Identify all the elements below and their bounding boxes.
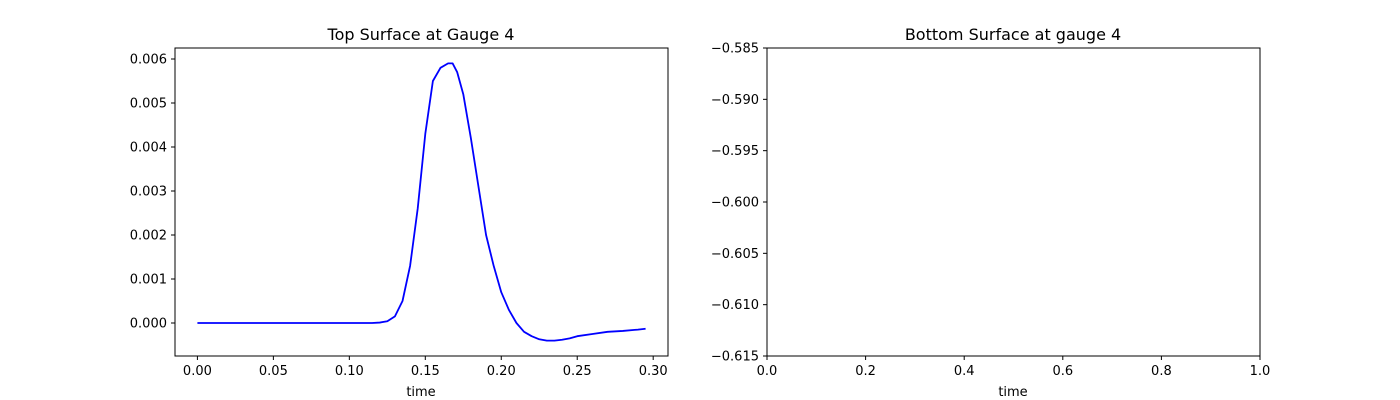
y-tick-label: 0.000	[130, 317, 167, 332]
x-tick-label: 0.05	[259, 364, 288, 379]
y-tick-label: −0.605	[711, 247, 759, 262]
x-tick-label: 0.0	[757, 364, 778, 379]
y-tick-label: 0.005	[130, 97, 167, 112]
chart-title: Top Surface at Gauge 4	[327, 25, 515, 44]
x-tick-label: 0.15	[411, 364, 440, 379]
x-tick-label: 0.25	[563, 364, 592, 379]
x-tick-label: 1.0	[1250, 364, 1271, 379]
bottom-surface-plot: Bottom Surface at gauge 4 0.0 0.2 0.4 0.6 0.…	[711, 25, 1270, 400]
chart-title: Bottom Surface at gauge 4	[905, 25, 1121, 44]
x-axis-label: time	[406, 385, 435, 400]
x-tick-label: 0.10	[335, 364, 364, 379]
series-line	[197, 62, 646, 342]
top-surface-plot: Top Surface at Gauge 4 0.00 0.05 0.10 0.15 0…	[130, 25, 669, 400]
axes-frame	[766, 47, 1261, 357]
x-tick-label: 0.20	[487, 364, 516, 379]
y-tick-label: −0.615	[711, 350, 759, 365]
axes-frame	[174, 47, 669, 357]
x-tick-label: 0.8	[1151, 364, 1172, 379]
x-tick-label: 0.30	[639, 364, 668, 379]
x-tick-label: 0.00	[183, 364, 212, 379]
y-tick-label: 0.003	[130, 185, 167, 200]
y-tick-label: −0.585	[711, 42, 759, 57]
y-tick-label: −0.590	[711, 93, 759, 108]
x-tick-label: 0.4	[954, 364, 975, 379]
y-tick-label: −0.600	[711, 196, 759, 211]
x-tick-label: 0.2	[855, 364, 876, 379]
y-tick-label: 0.004	[130, 141, 167, 156]
y-tick-label: −0.595	[711, 144, 759, 159]
y-tick-label: 0.006	[130, 53, 167, 68]
x-axis-label: time	[998, 385, 1027, 400]
x-tick-label: 0.6	[1052, 364, 1073, 379]
y-tick-label: −0.610	[711, 298, 759, 313]
y-tick-label: 0.001	[130, 273, 167, 288]
y-tick-label: 0.002	[130, 229, 167, 244]
